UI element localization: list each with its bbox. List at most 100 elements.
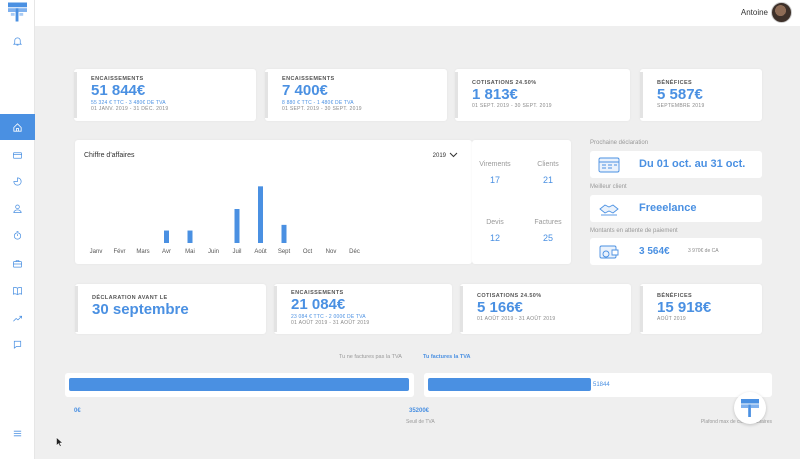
sidebar-item-stats[interactable] <box>0 168 35 194</box>
stat-label: ENCAISSEMENTS <box>91 76 144 82</box>
stat-value: 51 844€ <box>91 82 146 99</box>
chart-bar-août[interactable] <box>258 186 263 243</box>
top-bar: Antoine <box>35 0 800 26</box>
calendar-icon <box>598 157 620 173</box>
stat-sub: 23 084 € TTC - 2 000€ DE TVA <box>291 314 366 320</box>
x-tick-label: Avr <box>162 249 171 255</box>
scale-end-label: Plafond max de chiffre d'affaires <box>700 419 772 425</box>
counter-label: Virements <box>479 161 511 168</box>
book-icon <box>13 286 22 295</box>
stat-date: SEPTEMBRE 2019 <box>657 103 705 109</box>
x-tick-label: Déc <box>349 249 360 255</box>
stat-card-monthly-income-prev: ENCAISSEMENTS 21 084€ 23 084 € TTC - 2 0… <box>274 284 452 334</box>
trend-icon <box>13 315 22 322</box>
stat-value: 30 septembre <box>92 301 189 318</box>
counter-value[interactable]: 21 <box>542 175 553 185</box>
stat-label: BÉNÉFICES <box>657 293 693 299</box>
sidebar-item-docs[interactable] <box>0 277 35 303</box>
pending-sub: 3 970€ de CA <box>688 248 719 254</box>
counter-value[interactable]: 12 <box>489 233 500 243</box>
stat-value: 5 587€ <box>657 86 703 103</box>
best-client-card[interactable]: Freeelance <box>590 195 762 222</box>
stat-card-contributions-prev: COTISATIONS 24.50% 5 166€ 01 AOÛT 2019 -… <box>460 284 631 334</box>
sidebar-item-growth[interactable] <box>0 305 35 331</box>
x-tick-label: Janv <box>90 249 103 255</box>
counter-value[interactable]: 17 <box>489 175 500 185</box>
scale-mid-label: Seuil de TVA <box>406 419 435 425</box>
stat-card-declaration: DÉCLARATION AVANT LE 30 septembre <box>75 284 266 334</box>
sidebar-item-projects[interactable] <box>0 250 35 276</box>
revenue-chart-card: Chiffre d'affaires 2019 Janv Févr Mars Avr M… <box>75 140 472 264</box>
sidebar <box>0 0 35 459</box>
x-tick-label: Août <box>254 249 267 255</box>
chevron-down-icon[interactable] <box>449 152 458 158</box>
stat-value: 5 166€ <box>477 299 523 316</box>
revenue-cap-fill <box>428 378 592 391</box>
counter-label: Devis <box>486 219 504 226</box>
tva-option-off[interactable]: Tu ne factures pas la TVA <box>339 354 402 360</box>
revenue-cap-bar: 51844 <box>424 373 772 397</box>
stat-date: 01 AOÛT 2019 - 31 AOÛT 2019 <box>477 316 556 322</box>
counter-label: Factures <box>534 219 562 226</box>
year-select[interactable]: 2019 <box>432 153 446 159</box>
counter-label: Clients <box>537 161 559 168</box>
stat-label: BÉNÉFICES <box>657 80 693 86</box>
card-icon <box>13 151 22 159</box>
stat-date: AOÛT 2019 <box>657 316 687 322</box>
x-tick-label: Juin <box>208 249 219 255</box>
pending-card[interactable]: 3 564€ 3 970€ de CA <box>590 238 762 265</box>
revenue-chart: Janv Févr Mars Avr Mai Juin Juil Août Sept Oct Nov… <box>90 186 360 255</box>
sidebar-item-expenses[interactable] <box>0 331 35 357</box>
sidebar-item-payments[interactable] <box>0 142 35 168</box>
stat-label: ENCAISSEMENTS <box>291 290 344 296</box>
counters-card: Virements Clients 17 21 Devis Factures 1… <box>472 140 571 264</box>
stat-value: 1 813€ <box>472 86 518 103</box>
next-declaration-label: Prochaine déclaration <box>590 140 649 146</box>
user-name[interactable]: Antoine <box>740 8 768 17</box>
receipt-icon <box>13 340 22 349</box>
tva-option-on[interactable]: Tu factures la TVA <box>423 354 471 360</box>
help-button[interactable] <box>734 392 766 424</box>
pending-label: Montants en attente de paiement <box>590 228 678 234</box>
sidebar-item-notifications[interactable] <box>0 28 35 54</box>
mouse-cursor-icon <box>56 437 63 447</box>
menu-icon <box>13 430 22 436</box>
home-icon <box>13 122 22 132</box>
stat-value: 21 084€ <box>291 296 346 313</box>
tva-threshold-bar <box>65 373 414 397</box>
stat-date: 01 JANV. 2019 - 31 DÉC. 2019 <box>91 106 169 112</box>
chart-title: Chiffre d'affaires <box>84 152 135 159</box>
counter-value[interactable]: 25 <box>542 233 553 243</box>
x-tick-label: Nov <box>326 249 337 255</box>
x-tick-label: Mai <box>185 249 195 255</box>
bell-icon <box>12 37 23 46</box>
sidebar-item-clients[interactable] <box>0 195 35 221</box>
chart-bar-sept[interactable] <box>281 224 287 243</box>
briefcase-icon <box>13 259 22 268</box>
stat-label: COTISATIONS 24.50% <box>472 80 537 86</box>
chart-bar-avr[interactable] <box>164 230 169 243</box>
stat-label: COTISATIONS 24.50% <box>477 293 542 299</box>
scale-mid: 35200€ <box>409 408 430 414</box>
stat-label: ENCAISSEMENTS <box>282 76 335 82</box>
revenue-cap-value: 51844 <box>593 382 610 388</box>
x-tick-label: Sept <box>278 249 291 255</box>
stat-value: 7 400€ <box>282 82 328 99</box>
avatar[interactable] <box>771 2 792 23</box>
stat-sub: 55 324 € TTC - 3 480€ DE TVA <box>91 100 166 106</box>
scale-start: 0€ <box>74 408 81 414</box>
chart-bar-mai[interactable] <box>187 230 193 243</box>
sidebar-item-home[interactable] <box>0 114 35 140</box>
app-logo[interactable] <box>8 2 27 22</box>
stat-label: DÉCLARATION AVANT LE <box>92 295 168 301</box>
chart-bar-juil[interactable] <box>234 209 240 243</box>
user-icon <box>13 204 22 213</box>
stat-sub: 8 880 € TTC - 1 480€ DE TVA <box>282 100 354 106</box>
handshake-icon <box>599 204 619 216</box>
x-tick-label: Oct <box>303 249 313 255</box>
next-declaration-card[interactable]: Du 01 oct. au 31 oct. <box>590 151 762 178</box>
best-client-value: Freeelance <box>639 202 697 214</box>
sidebar-item-time[interactable] <box>0 222 35 248</box>
sidebar-item-menu[interactable] <box>0 420 35 446</box>
app-logo-icon <box>741 399 759 417</box>
